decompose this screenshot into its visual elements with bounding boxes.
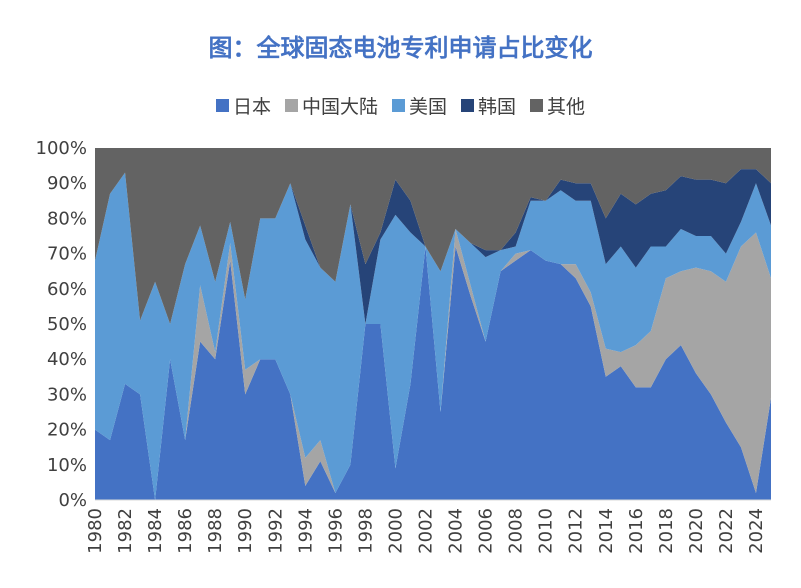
legend-swatch-4 (530, 99, 544, 112)
x-tick-label: 2016 (626, 508, 647, 554)
legend-label-2: 美国 (408, 96, 447, 118)
area-series-0 (95, 246, 771, 500)
legend-item-1: 中国大陆 (284, 92, 378, 119)
legend-label-1: 中国大陆 (301, 96, 378, 118)
area-series-group (95, 148, 771, 500)
chart-title: 图：全球固态电池专利申请占比变化 (208, 34, 593, 62)
area-series-3 (95, 169, 771, 324)
axes-group: 0% 10% 20% 30% 40% 50% 60% 70% 80% 90% 100% 1980 198… (36, 138, 771, 554)
y-tick-label: 0% (58, 490, 87, 511)
y-tick-label: 10% (47, 455, 87, 476)
legend-swatch-3 (461, 99, 474, 112)
x-tick-label: 2024 (746, 508, 767, 554)
x-tick-label: 2022 (716, 508, 737, 554)
legend: 日本 中国大陆 美国 韩国 其他 (0, 92, 801, 119)
x-tick-label: 1992 (265, 508, 286, 554)
x-tick-label: 2012 (566, 508, 587, 554)
legend-label-3: 韩国 (478, 96, 517, 118)
x-tick-label: 2020 (686, 508, 707, 554)
legend-swatch-2 (391, 99, 405, 112)
y-tick-label: 80% (47, 208, 87, 229)
x-tick-label: 2000 (385, 508, 406, 554)
x-tick-label: 2014 (596, 508, 617, 554)
area-series-1 (95, 228, 771, 500)
legend-item-4: 其他 (530, 92, 585, 119)
x-tick-label: 1994 (295, 508, 316, 554)
area-series-2 (95, 172, 771, 500)
x-tick-label: 1982 (115, 508, 136, 554)
legend-label-0: 日本 (232, 96, 271, 118)
area-series-4 (95, 148, 771, 324)
y-tick-label: 50% (47, 314, 87, 335)
x-tick-label: 1988 (205, 508, 226, 554)
legend-item-2: 美国 (391, 92, 447, 119)
legend-label-4: 其他 (547, 96, 586, 118)
legend-item-3: 韩国 (461, 92, 516, 119)
x-tick-label: 1984 (145, 508, 166, 554)
legend-swatch-1 (284, 99, 298, 112)
x-tick-label: 2010 (536, 508, 557, 554)
y-tick-label: 40% (47, 349, 87, 370)
y-tick-label: 20% (47, 420, 87, 441)
legend-item-0: 日本 (215, 92, 271, 119)
x-tick-label: 1980 (85, 508, 106, 554)
x-tick-label: 1990 (235, 508, 256, 554)
y-tick-label: 100% (36, 138, 87, 159)
x-tick-label: 2008 (506, 508, 527, 554)
y-tick-label: 60% (47, 279, 87, 300)
legend-swatch-0 (215, 99, 229, 112)
x-tick-label: 1998 (355, 508, 376, 554)
x-tick-label: 1986 (175, 508, 196, 554)
y-tick-label: 30% (47, 384, 87, 405)
x-tick-label: 2006 (476, 508, 497, 554)
x-tick-label: 1996 (325, 508, 346, 554)
x-tick-label: 2002 (415, 508, 436, 554)
x-tick-label: 2004 (446, 508, 467, 554)
y-tick-label: 70% (47, 244, 87, 265)
y-tick-label: 90% (47, 173, 87, 194)
x-tick-label: 2018 (656, 508, 677, 554)
